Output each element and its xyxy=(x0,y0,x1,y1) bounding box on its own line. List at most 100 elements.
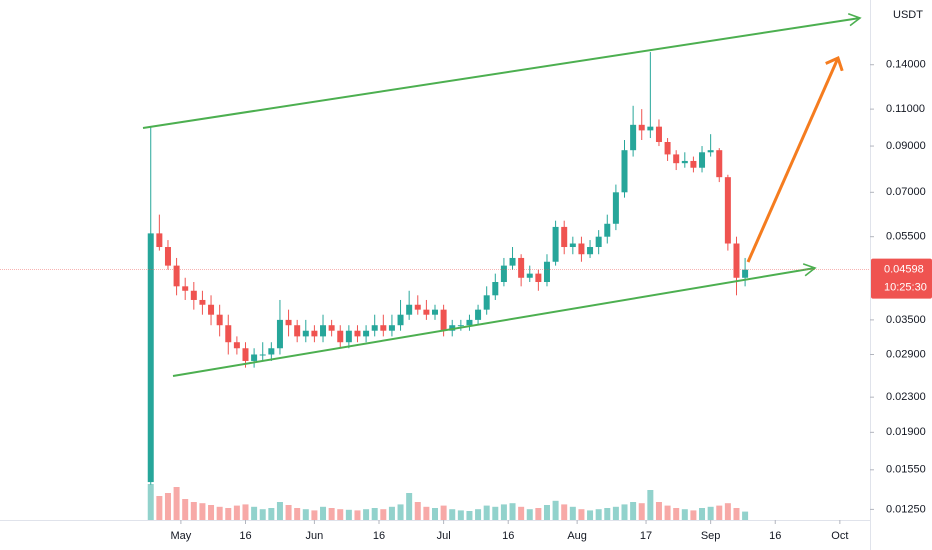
volume-bar xyxy=(518,506,525,520)
volume-bar xyxy=(147,484,154,520)
candle-body xyxy=(655,126,662,143)
candle-body xyxy=(164,247,171,266)
volume-bar xyxy=(328,508,335,520)
candle-body xyxy=(716,150,723,178)
candle-body xyxy=(587,247,594,255)
candle-body xyxy=(543,261,550,282)
volume-bar xyxy=(182,499,189,520)
candle-body xyxy=(707,150,714,153)
volume-bar xyxy=(268,508,275,520)
candle-body xyxy=(604,223,611,237)
candle-body xyxy=(311,330,318,337)
candle-body xyxy=(208,304,215,315)
volume-bar xyxy=(233,505,240,520)
candle-body xyxy=(742,269,749,278)
volume-bar xyxy=(156,496,163,520)
volume-bar xyxy=(294,508,301,520)
candle-body xyxy=(294,325,301,337)
y-tick-label: 0.01900 xyxy=(886,426,926,438)
candle-body xyxy=(156,233,163,248)
y-tick-label: 0.03500 xyxy=(886,314,926,326)
candle-body xyxy=(690,160,697,168)
y-tick-label: 0.14000 xyxy=(886,59,926,71)
volume-bar xyxy=(354,510,361,520)
candle-body xyxy=(647,126,654,131)
y-tick-label: 0.09000 xyxy=(886,140,926,152)
candle-body xyxy=(561,226,568,248)
candle-body xyxy=(276,319,283,349)
x-tick-label: Aug xyxy=(567,530,587,542)
projection-arrow xyxy=(746,55,844,263)
volume-bar xyxy=(216,506,223,520)
x-tick-label: Sep xyxy=(701,530,721,542)
candle-body xyxy=(345,330,352,343)
volume-bar xyxy=(699,508,706,520)
volume-bar xyxy=(552,500,559,520)
candle-body xyxy=(380,325,387,331)
volume-bar xyxy=(655,502,662,520)
candle-body xyxy=(388,325,395,331)
volume-bar xyxy=(716,505,723,520)
volume-bar xyxy=(371,508,378,520)
volume-bar xyxy=(638,503,645,520)
candle-body xyxy=(552,226,559,262)
y-tick-label: 0.07000 xyxy=(886,186,926,198)
candle-body xyxy=(190,290,197,300)
candle-body xyxy=(414,304,421,310)
volume-bar xyxy=(483,505,490,520)
volume-bar xyxy=(363,509,370,520)
y-tick-label: 0.02300 xyxy=(886,391,926,403)
candle-body xyxy=(673,154,680,164)
volume-bar xyxy=(673,508,680,520)
volume-bar xyxy=(543,505,550,520)
volume-bar xyxy=(406,493,413,520)
volume-bar xyxy=(526,509,533,520)
candle-body xyxy=(242,348,249,361)
volume-bar xyxy=(173,487,180,520)
volume-bar xyxy=(225,508,232,520)
candle-body xyxy=(475,309,482,320)
candle-body xyxy=(664,142,671,155)
candle-body xyxy=(354,330,361,337)
volume-bar xyxy=(630,502,637,520)
volume-bar xyxy=(457,510,464,520)
y-tick-label: 0.01550 xyxy=(886,464,926,476)
volume-bar xyxy=(276,502,283,520)
candle-body xyxy=(371,325,378,331)
volume-bar xyxy=(475,509,482,520)
volume-bar xyxy=(681,509,688,520)
volume-bar xyxy=(440,505,447,520)
y-tick-label: 0.01250 xyxy=(886,503,926,515)
x-tick-label: Jul xyxy=(437,530,451,542)
candle-body xyxy=(535,273,542,282)
volume-bar xyxy=(500,504,507,520)
candle-body xyxy=(259,354,266,356)
candle-body xyxy=(328,325,335,331)
candle-body xyxy=(724,177,731,244)
candle-body xyxy=(500,265,507,282)
x-tick-label: May xyxy=(171,530,192,542)
candle-body xyxy=(612,192,619,224)
y-tick-label: 0.11000 xyxy=(886,103,925,115)
candle-body xyxy=(509,257,516,266)
candle-body xyxy=(440,309,447,331)
candle-body xyxy=(569,243,576,248)
candle-body xyxy=(363,330,370,337)
candle-body xyxy=(251,354,258,361)
candle-body xyxy=(233,342,240,349)
volume-bar xyxy=(432,508,438,520)
candle-body xyxy=(432,309,438,315)
x-tick-label: Jun xyxy=(306,530,324,542)
volume-bar xyxy=(190,502,197,520)
candle-body xyxy=(699,152,706,168)
volume-bar xyxy=(724,503,731,520)
candle-body xyxy=(578,243,585,255)
volume-bar xyxy=(707,506,714,520)
volume-bar xyxy=(492,506,499,520)
volume-bar xyxy=(251,506,258,520)
candle-body xyxy=(199,299,206,305)
last-price-label: 0.04598 xyxy=(884,264,924,276)
volume-bar xyxy=(621,504,628,520)
